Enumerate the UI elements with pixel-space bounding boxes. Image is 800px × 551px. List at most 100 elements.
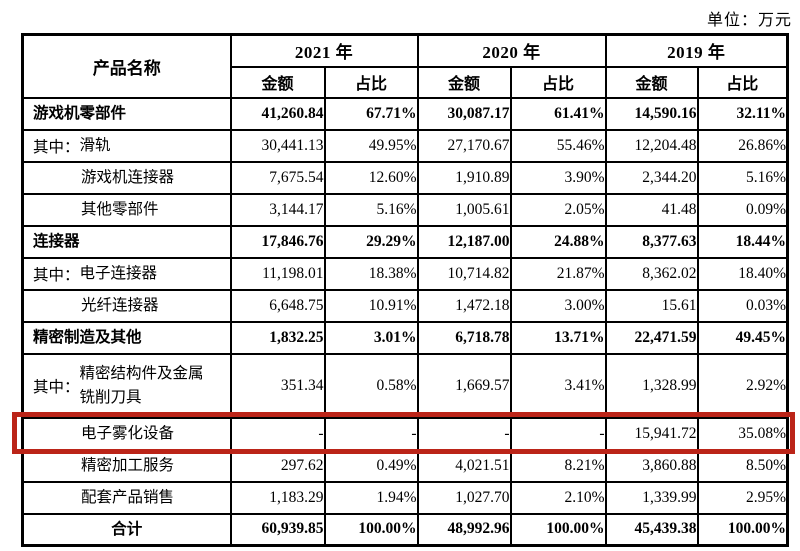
ratio-cell: - (323, 416, 419, 451)
revenue-table-wrap: 产品名称 2021 年 2020 年 2019 年 金额 占比 金额 占比 金额 占比 游… (12, 33, 795, 547)
unit-label: 单位：万元 (706, 12, 792, 29)
amount-cell: 1,005.61 (416, 192, 512, 227)
amount-cell: 17,846.76 (229, 224, 326, 259)
amount-cell: 10,714.82 (416, 256, 512, 291)
amount-cell: 351.34 (229, 352, 326, 419)
ratio-cell: 0.09% (696, 192, 789, 227)
ratio-cell: 0.49% (323, 448, 419, 483)
product-name: 游戏机连接器 (25, 166, 229, 189)
table-row: 连接器 17,846.76 29.29% 12,187.00 24.88% 8,377.6… (21, 224, 789, 259)
product-name: 连接器 (25, 230, 229, 253)
col-header-ratio-0: 占比 (323, 65, 419, 99)
row-name: 光纤连接器 (81, 296, 159, 314)
table-row: 其他零部件 3,144.17 5.16% 1,005.61 2.05% 41.48 0.09… (21, 192, 789, 227)
product-name: 合计 (25, 518, 229, 541)
amount-cell: 27,170.67 (416, 128, 512, 163)
ratio-cell: 24.88% (509, 224, 607, 259)
ratio-cell: 5.16% (323, 192, 419, 227)
row-name: 电子连接器 (79, 264, 158, 282)
ratio-cell: 55.46% (509, 128, 607, 163)
ratio-cell: 26.86% (696, 128, 789, 163)
amount-cell: - (416, 416, 512, 451)
row-prefix: 其中： (33, 138, 80, 156)
col-header-ratio-2: 占比 (696, 65, 789, 99)
amount-cell: 12,187.00 (416, 224, 512, 259)
table-row: 精密制造及其他 1,832.25 3.01% 6,718.78 13.71% 22,471… (21, 320, 789, 355)
product-name-cell: 其他零部件 (21, 192, 232, 227)
ratio-cell: 29.29% (323, 224, 419, 259)
ratio-cell: 18.40% (696, 256, 789, 291)
product-name: 其中： 滑轨 (25, 134, 229, 157)
ratio-cell: 100.00% (323, 512, 419, 547)
row-name: 滑轨 (79, 136, 111, 154)
amount-cell: 1,339.99 (604, 480, 699, 515)
row-name: 精密加工服务 (81, 456, 175, 474)
col-header-amount-1: 金额 (416, 65, 512, 99)
amount-cell: 60,939.85 (229, 512, 326, 547)
amount-cell: 1,328.99 (604, 352, 699, 419)
ratio-cell: 1.94% (323, 480, 419, 515)
product-name-cell: 连接器 (21, 224, 232, 259)
amount-cell: 3,860.88 (604, 448, 699, 483)
product-name: 游戏机零部件 (25, 102, 229, 125)
col-header-amount-0: 金额 (229, 65, 326, 99)
col-header-year-2020: 2020 年 (416, 33, 607, 68)
amount-cell: 297.62 (229, 448, 326, 483)
ratio-cell: 18.38% (323, 256, 419, 291)
product-name-cell: 光纤连接器 (21, 288, 232, 323)
col-header-product-name: 产品名称 (21, 33, 232, 99)
amount-cell: 11,198.01 (229, 256, 326, 291)
amount-cell: 8,362.02 (604, 256, 699, 291)
ratio-cell: 5.16% (696, 160, 789, 195)
amount-cell: 1,027.70 (416, 480, 512, 515)
table-row: 游戏机连接器 7,675.54 12.60% 1,910.89 3.90% 2,344.2… (21, 160, 789, 195)
product-name: 光纤连接器 (25, 294, 229, 317)
row-name: 精密制造及其他 (33, 328, 142, 346)
product-name: 其他零部件 (25, 198, 229, 221)
product-name-cell: 其中： 滑轨 (21, 128, 232, 163)
amount-cell: 1,832.25 (229, 320, 326, 355)
ratio-cell: 49.45% (696, 320, 789, 355)
amount-cell: 45,439.38 (604, 512, 699, 547)
product-name: 其中： 精密结构件及金属铣削刀具 (25, 362, 229, 409)
product-name-cell: 合计 (21, 512, 232, 547)
row-name: 电子雾化设备 (81, 424, 175, 442)
product-name: 其中： 电子连接器 (25, 262, 229, 285)
ratio-cell: 12.60% (323, 160, 419, 195)
ratio-cell: 8.21% (509, 448, 607, 483)
header-row-years: 产品名称 2021 年 2020 年 2019 年 (21, 33, 789, 99)
col-header-year-2019: 2019 年 (604, 33, 789, 68)
product-name-cell: 游戏机连接器 (21, 160, 232, 195)
amount-cell: 1,669.57 (416, 352, 512, 419)
product-name-cell: 其中： 精密结构件及金属铣削刀具 (21, 352, 232, 419)
ratio-cell: 0.58% (323, 352, 419, 419)
product-name: 电子雾化设备 (25, 422, 229, 445)
amount-cell: 30,087.17 (416, 96, 512, 131)
amount-cell: 1,910.89 (416, 160, 512, 195)
product-name-cell: 配套产品销售 (21, 480, 232, 515)
amount-cell: 41.48 (604, 192, 699, 227)
amount-cell: 6,648.75 (229, 288, 326, 323)
col-header-ratio-1: 占比 (509, 65, 607, 99)
amount-cell: 2,344.20 (604, 160, 699, 195)
row-name: 游戏机零部件 (33, 104, 127, 122)
table-row-highlighted: 电子雾化设备 - - - -15,941.72 35.08% (21, 416, 789, 451)
amount-cell: 41,260.84 (229, 96, 326, 131)
table-row: 其中： 精密结构件及金属铣削刀具 351.34 0.58% 1,669.57 3.41% 1… (21, 352, 789, 419)
ratio-cell: 2.05% (509, 192, 607, 227)
table-row: 其中： 滑轨 30,441.13 49.95% 27,170.67 55.46% 12,20… (21, 128, 789, 163)
product-name-cell: 其中： 电子连接器 (21, 256, 232, 291)
amount-cell: 12,204.48 (604, 128, 699, 163)
ratio-cell: 3.00% (509, 288, 607, 323)
ratio-cell: 3.41% (509, 352, 607, 419)
amount-cell: 4,021.51 (416, 448, 512, 483)
product-name: 精密加工服务 (25, 454, 229, 477)
amount-cell: 22,471.59 (604, 320, 699, 355)
product-name: 精密制造及其他 (25, 326, 229, 349)
ratio-cell: 10.91% (323, 288, 419, 323)
amount-cell: 15.61 (604, 288, 699, 323)
amount-cell: 15,941.72 (604, 416, 699, 451)
ratio-cell: 2.95% (696, 480, 789, 515)
col-header-amount-2: 金额 (604, 65, 699, 99)
